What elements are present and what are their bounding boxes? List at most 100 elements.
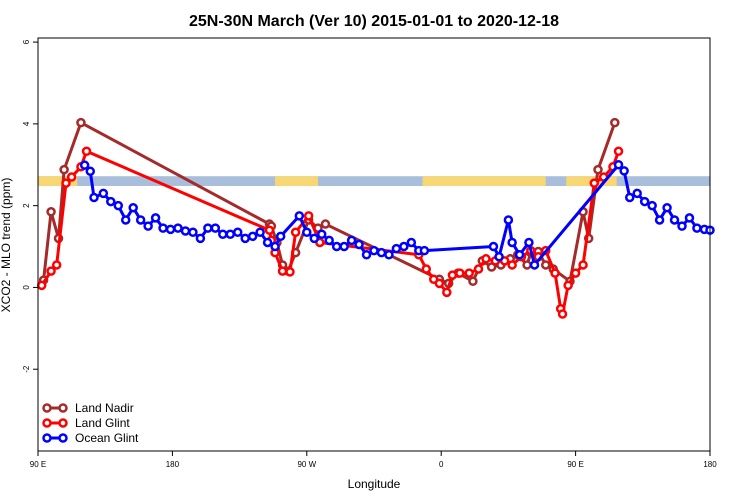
data-point	[662, 202, 672, 213]
data-point	[76, 117, 86, 128]
data-point	[46, 266, 56, 276]
data-point	[324, 235, 334, 246]
data-point	[376, 247, 387, 258]
data-point	[303, 211, 314, 221]
data-point	[331, 241, 342, 252]
data-point	[150, 213, 161, 223]
data-point	[514, 249, 525, 260]
data-point	[610, 117, 620, 128]
x-tick-label: 180	[166, 460, 180, 469]
data-point	[143, 221, 153, 231]
data-point	[255, 227, 265, 237]
data-point	[684, 213, 695, 223]
data-point	[647, 200, 657, 211]
data-point	[81, 146, 92, 157]
data-point	[240, 233, 250, 244]
data-point	[79, 160, 90, 170]
data-point	[464, 268, 474, 278]
data-point	[613, 160, 624, 170]
y-tick-label: 0	[22, 285, 31, 290]
legend-label: Land Glint	[75, 416, 130, 430]
data-point	[654, 215, 665, 225]
data-point	[320, 219, 331, 229]
data-point	[419, 245, 430, 256]
data-point	[473, 264, 484, 274]
x-tick-label: 90 E	[30, 460, 46, 469]
data-point	[624, 192, 635, 203]
legend-item: Land Nadir	[42, 401, 134, 415]
data-point	[270, 241, 280, 252]
y-tick-label: -2	[22, 365, 31, 373]
data-point	[384, 249, 394, 260]
data-point	[188, 227, 198, 237]
data-point	[522, 260, 532, 270]
data-point	[399, 241, 409, 252]
legend-marker	[58, 403, 68, 413]
series-ocean-glint	[79, 160, 715, 270]
data-point	[346, 235, 357, 246]
legend-marker	[58, 433, 68, 443]
data-point	[98, 188, 109, 199]
data-point	[593, 164, 603, 175]
data-point	[563, 280, 573, 291]
data-point	[66, 172, 77, 182]
data-point	[578, 260, 588, 270]
legend-item: Land Glint	[42, 416, 130, 430]
data-point	[262, 237, 273, 248]
data-point	[277, 266, 288, 276]
data-point	[557, 309, 568, 319]
data-point	[354, 239, 364, 250]
x-tick-label: 0	[439, 460, 444, 469]
data-point	[46, 207, 56, 217]
data-point	[309, 233, 320, 244]
data-point	[613, 146, 624, 157]
data-point	[173, 223, 183, 233]
series-layer	[36, 117, 715, 319]
data-point	[294, 211, 305, 221]
data-point	[550, 268, 560, 278]
legend-marker	[58, 418, 68, 428]
data-point	[494, 252, 504, 262]
data-point	[247, 231, 258, 242]
data-point	[406, 237, 417, 248]
data-point	[203, 223, 213, 233]
chart-title: 25N-30N March (Ver 10) 2015-01-01 to 202…	[189, 13, 559, 30]
data-point	[434, 278, 445, 289]
x-axis-title: Longitude	[348, 477, 401, 491]
data-point	[232, 227, 243, 237]
data-point	[275, 231, 286, 242]
land-band-segment	[275, 176, 318, 187]
data-point	[507, 237, 517, 248]
data-point	[619, 166, 629, 176]
data-point	[120, 215, 131, 225]
data-point	[524, 237, 534, 248]
data-point	[302, 227, 312, 237]
data-point	[481, 254, 491, 264]
data-point	[632, 188, 642, 199]
data-point	[218, 229, 228, 240]
data-point	[677, 221, 687, 231]
data-point	[128, 202, 138, 213]
series-land-glint	[36, 146, 624, 319]
land-band-segment	[422, 176, 546, 187]
plot-frame	[37, 37, 711, 452]
y-tick-label: 2	[22, 203, 31, 208]
legend-label: Land Nadir	[75, 401, 134, 415]
data-point	[89, 192, 99, 203]
legend-label: Ocean Glint	[75, 431, 139, 445]
data-point	[570, 268, 581, 278]
data-point	[503, 215, 514, 225]
legend-marker	[42, 433, 52, 443]
data-point	[589, 178, 600, 188]
data-point	[692, 223, 702, 233]
data-point	[113, 200, 124, 211]
data-point	[59, 164, 69, 175]
ocean-band	[38, 176, 710, 187]
data-point	[195, 233, 206, 244]
data-point	[447, 270, 458, 280]
x-tick-label: 180	[703, 460, 717, 469]
data-point	[135, 215, 146, 225]
data-point	[488, 241, 499, 252]
data-point	[180, 226, 191, 236]
